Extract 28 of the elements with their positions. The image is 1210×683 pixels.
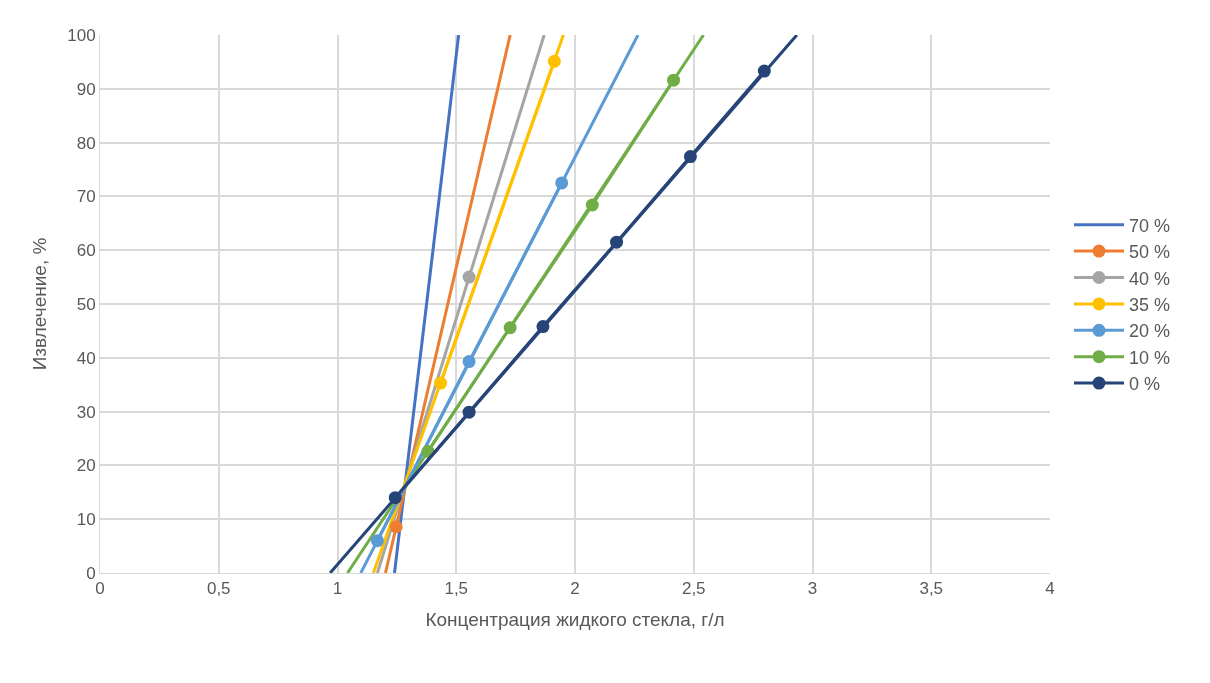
y-tick-label: 30	[76, 402, 96, 422]
x-tick-label: 4	[1045, 579, 1055, 599]
y-tick-label: 40	[76, 348, 96, 368]
legend-label: 40 %	[1129, 268, 1171, 289]
legend-label: 50 %	[1129, 242, 1171, 263]
x-tick-label: 3,5	[919, 579, 944, 599]
y-axis-title: Извлечение, %	[29, 237, 51, 371]
x-axis-title: Концентрация жидкого стекла, г/л	[425, 609, 725, 631]
legend-label: 20 %	[1129, 321, 1171, 342]
y-tick-label: 100	[67, 25, 96, 45]
legend-label: 35 %	[1129, 294, 1171, 315]
y-tick-label: 60	[76, 241, 96, 261]
x-tick-label: 1,5	[444, 579, 469, 599]
x-tick-label: 2,5	[681, 579, 706, 599]
y-tick-label: 20	[76, 456, 96, 476]
x-tick-label: 3	[807, 579, 818, 599]
x-tick-label: 0,5	[206, 579, 231, 599]
y-tick-label: 90	[76, 79, 96, 99]
y-tick-label: 50	[76, 294, 96, 314]
legend-label: 70 %	[1129, 215, 1171, 236]
y-tick-label: 0	[86, 563, 96, 583]
y-tick-label: 80	[76, 133, 96, 153]
legend-label: 0 %	[1129, 374, 1161, 395]
y-tick-label: 10	[76, 510, 96, 530]
x-tick-label: 1	[332, 579, 343, 599]
x-tick-label: 2	[570, 579, 580, 599]
legend-label: 10 %	[1129, 347, 1171, 368]
y-tick-label: 70	[76, 187, 96, 207]
